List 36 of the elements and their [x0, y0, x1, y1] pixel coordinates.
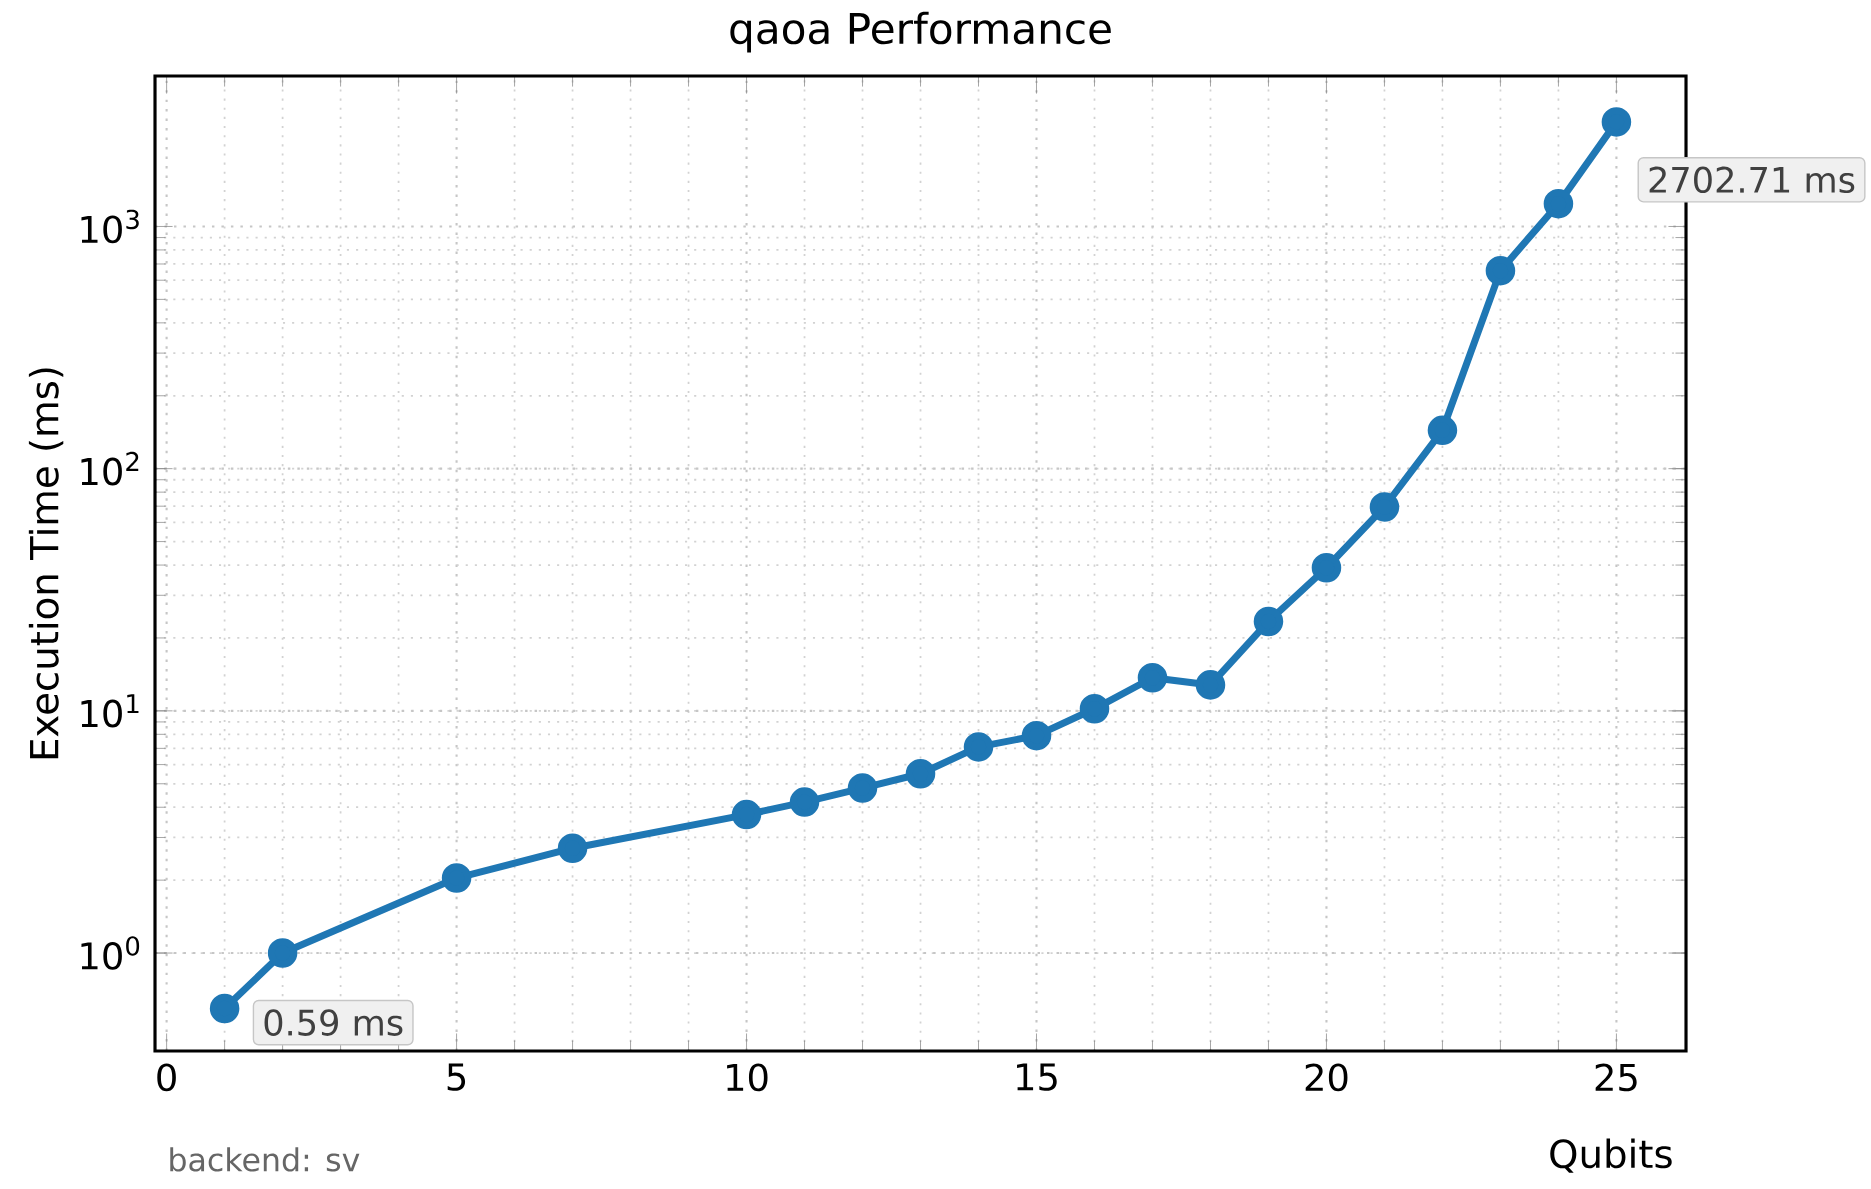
x-tick-label: 25: [1595, 1063, 1637, 1092]
y-axis-title: Execution Time (ms): [28, 368, 64, 759]
point: [1021, 720, 1052, 751]
point: [905, 758, 936, 789]
point: [1137, 662, 1168, 693]
point: [1427, 415, 1458, 446]
point: [1369, 492, 1400, 522]
point: [963, 732, 994, 762]
y-tick-label: 10$^{0}$: [81, 936, 140, 970]
annotation: 2702.71 ms: [1649, 166, 1855, 194]
point: [1079, 693, 1110, 724]
point: [441, 863, 472, 893]
y-tick-label: 10$^{3}$: [81, 209, 139, 244]
x-tick-label: 20: [1305, 1063, 1348, 1092]
x-tick-label: 0: [157, 1063, 176, 1092]
point: [1311, 552, 1342, 583]
point: [1485, 255, 1516, 286]
x-tick-label: 5: [447, 1063, 466, 1091]
y-tick-label: 10$^{2}$: [81, 451, 139, 486]
point: [1601, 107, 1632, 137]
point: [731, 799, 762, 830]
point: [267, 938, 298, 968]
x-tick-label: 15: [1017, 1063, 1057, 1091]
y-tick-label: 10$^{1}$: [81, 694, 139, 728]
point: [1543, 188, 1574, 219]
point: [847, 773, 878, 803]
point: [209, 993, 240, 1024]
x-axis-title: Qubits: [1550, 1138, 1672, 1173]
chart-title: qaoa Performance: [730, 11, 1111, 53]
point: [557, 833, 588, 863]
point: [1253, 606, 1284, 637]
x-tick-label: 10: [727, 1063, 768, 1092]
point: [1195, 670, 1226, 700]
text: backend: sv: [170, 1147, 360, 1172]
annotation: 0.59 ms: [264, 1009, 403, 1036]
point: [789, 787, 820, 817]
